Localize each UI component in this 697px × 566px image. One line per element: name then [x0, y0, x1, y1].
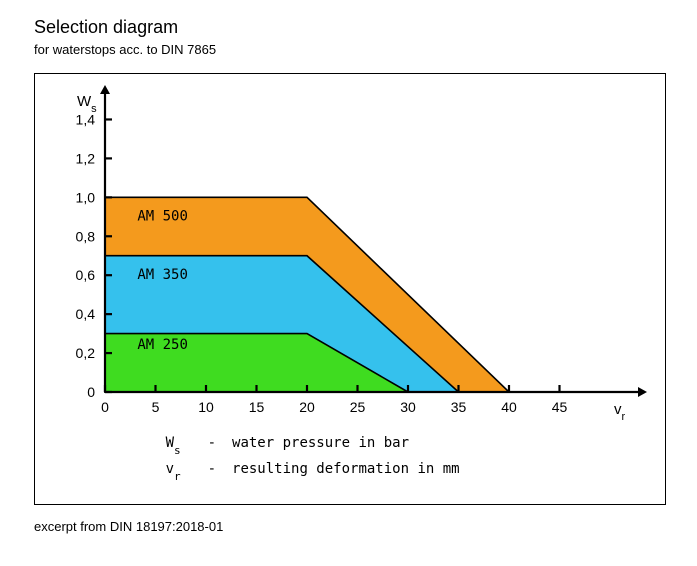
x-tick-label: 20	[299, 399, 315, 415]
y-tick-label: 0	[87, 384, 95, 400]
y-tick-label: 0,8	[76, 228, 96, 244]
x-tick-label: 25	[350, 399, 366, 415]
x-tick-label: 35	[451, 399, 467, 415]
series-label: AM 250	[137, 337, 188, 353]
series-label: AM 350	[137, 267, 188, 283]
chart-frame: AM 500 AM 350 AM 250 0 5 10 15 20 25 30 35 40 45 0 0,2…	[34, 73, 666, 505]
footnote: excerpt from DIN 18197:2018-01	[34, 519, 697, 534]
x-tick-label: 30	[400, 399, 416, 415]
title: Selection diagram	[34, 18, 697, 38]
x-tick-label: 0	[101, 399, 109, 415]
x-tick-label: 45	[552, 399, 568, 415]
x-tick-label: 15	[249, 399, 265, 415]
y-tick-label: 1,0	[76, 189, 96, 205]
selection-chart: AM 500 AM 350 AM 250 0 5 10 15 20 25 30 35 40 45 0 0,2…	[35, 74, 665, 504]
y-tick-label: 0,2	[76, 345, 96, 361]
x-tick-label: 5	[152, 399, 160, 415]
y-tick-label: 0,4	[76, 306, 96, 322]
x-tick-label: 40	[501, 399, 517, 415]
y-tick-label: 0,6	[76, 267, 96, 283]
subtitle: for waterstops acc. to DIN 7865	[34, 42, 697, 57]
x-tick-label: 10	[198, 399, 214, 415]
y-tick-label: 1,2	[76, 150, 96, 166]
series-label: AM 500	[137, 208, 188, 224]
